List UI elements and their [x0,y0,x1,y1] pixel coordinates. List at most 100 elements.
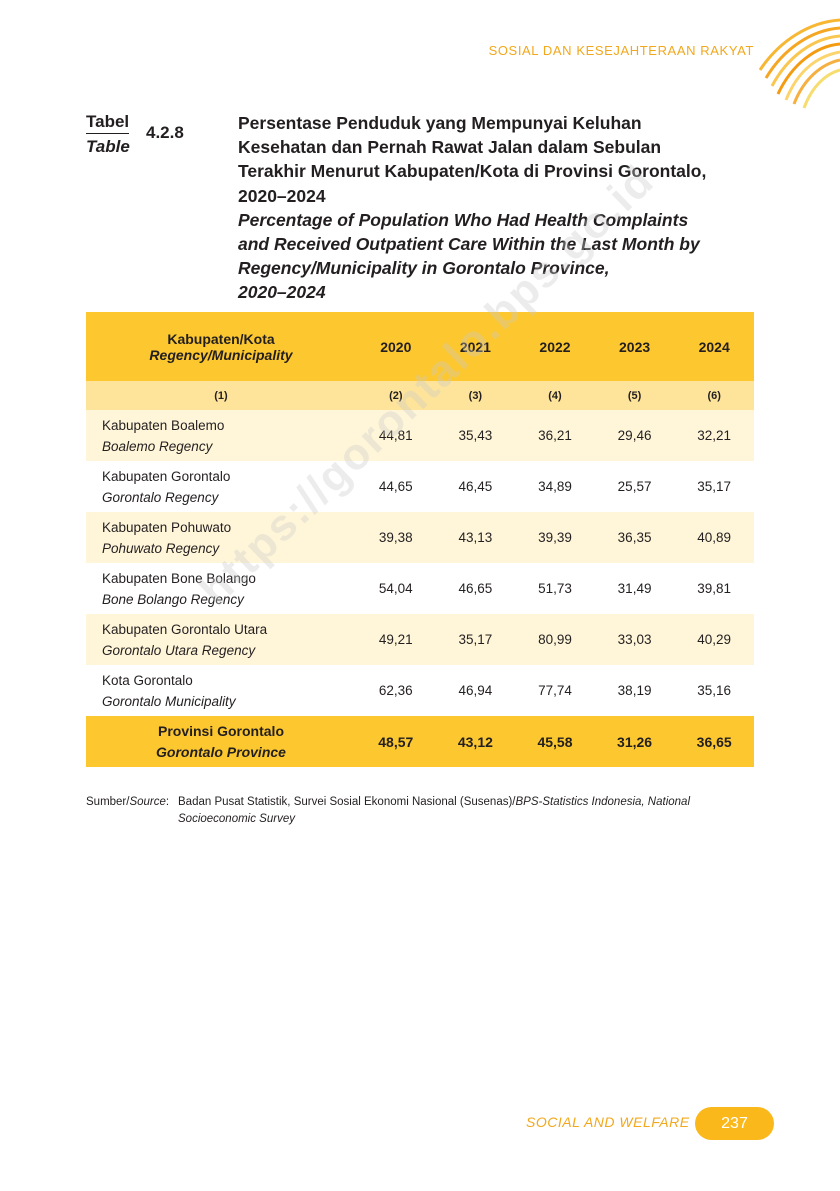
row-value: 44,81 [378,428,413,443]
data-table: Kabupaten/Kota Regency/Municipality 2020… [86,312,754,767]
header-name-cell: Kabupaten/Kota Regency/Municipality [86,312,356,381]
column-number: (1) [214,389,228,402]
row-name-en: Gorontalo Regency [102,489,219,505]
source-text-en: BPS-Statistics Indonesia, National Socio… [178,796,691,825]
row-value: 29,46 [617,428,652,443]
title-en-line: and Received Outpatient Care Within the … [238,234,700,255]
title-id-line: Persentase Penduduk yang Mempunyai Keluh… [238,113,642,133]
row-name-id: Kabupaten Gorontalo Utara [102,621,268,637]
table-row: Kabupaten Pohuwato Pohuwato Regency 39,3… [86,512,754,563]
row-value: 25,57 [617,479,652,494]
row-value: 36,35 [617,530,652,545]
table-row: Kabupaten Gorontalo Gorontalo Regency 44… [86,461,754,512]
header-year: 2024 [698,338,730,355]
table-label: Tabel Table 4.2.8 [86,111,184,157]
row-value: 32,21 [697,428,732,443]
source-text-id: Badan Pusat Statistik, Survei Sosial Eko… [178,796,516,808]
column-number-row: (1) (2) (3) (4) (5) (6) [86,381,754,410]
row-name-cell: Kabupaten Bone Bolango Bone Bolango Rege… [86,563,356,614]
title-id-line: Terakhir Menurut Kabupaten/Kota di Provi… [238,161,707,182]
page-number: 237 [695,1107,774,1140]
header-year: 2022 [539,338,571,355]
column-number: (2) [389,389,403,402]
total-name-cell: Provinsi Gorontalo Gorontalo Province [86,716,356,767]
row-value: 46,65 [458,581,493,596]
row-value: 80,99 [538,632,572,647]
row-value: 49,21 [378,632,413,647]
title-en-line: Percentage of Population Who Had Health … [238,209,689,230]
column-number: (5) [627,389,642,402]
header-year: 2023 [619,338,651,355]
row-name-cell: Kabupaten Gorontalo Utara Gorontalo Utar… [86,614,356,665]
source-text: Badan Pusat Statistik, Survei Sosial Eko… [178,794,748,828]
total-value: 31,26 [617,733,653,750]
row-value: 51,73 [538,581,572,596]
header-year: 2020 [380,338,412,355]
row-name-id: Kabupaten Pohuwato [102,519,232,535]
row-value: 46,45 [458,479,493,494]
header-section-title: SOSIAL DAN KESEJAHTERAAN RAKYAT [488,43,754,58]
title-en-line: Regency/Municipality in Gorontalo Provin… [238,258,610,279]
source-label-en: Source [129,796,166,808]
footer-section-title: SOCIAL AND WELFARE [526,1114,690,1130]
row-name-cell: Kota Gorontalo Gorontalo Municipality [86,665,356,716]
table-label-id: Tabel [86,111,130,134]
row-value: 39,81 [697,581,732,596]
header-name-id: Kabupaten/Kota [167,330,275,347]
row-name-en: Gorontalo Utara Regency [102,642,256,658]
row-value: 34,89 [538,479,572,494]
table-row: Kabupaten Boalemo Boalemo Regency 44,81 … [86,410,754,461]
row-value: 39,38 [378,530,413,545]
row-value: 46,94 [458,683,493,698]
row-value: 43,13 [458,530,493,545]
title-id-line: 2020–2024 [238,185,326,206]
total-value: 45,58 [537,733,573,750]
row-name-cell: Kabupaten Pohuwato Pohuwato Regency [86,512,356,563]
total-value: 36,65 [696,733,732,750]
row-value: 44,65 [378,479,413,494]
total-value: 43,12 [457,733,493,750]
total-name-id: Provinsi Gorontalo [157,722,284,739]
row-value: 40,89 [697,530,732,545]
table-total-row: Provinsi Gorontalo Gorontalo Province 48… [86,716,754,767]
column-number: (6) [707,389,721,402]
row-name-en: Gorontalo Municipality [102,693,236,709]
row-value: 35,17 [697,479,732,494]
row-name-id: Kota Gorontalo [102,672,193,688]
row-value: 31,49 [617,581,652,596]
column-number: (4) [548,389,562,402]
row-name-en: Boalemo Regency [102,438,213,454]
header-name-en: Regency/Municipality [149,346,293,363]
row-name-id: Kabupaten Boalemo [102,417,225,433]
row-value: 35,43 [458,428,493,443]
header-swoosh-decoration [758,18,840,109]
row-value: 54,04 [378,581,413,596]
row-value: 38,19 [617,683,652,698]
table-row: Kota Gorontalo Gorontalo Municipality 62… [86,665,754,716]
table-row: Kabupaten Gorontalo Utara Gorontalo Utar… [86,614,754,665]
total-name-en: Gorontalo Province [156,743,286,760]
row-value: 62,36 [378,683,413,698]
row-name-en: Bone Bolango Regency [102,591,244,607]
table-header-row: Kabupaten/Kota Regency/Municipality 2020… [86,312,754,381]
row-value: 35,16 [697,683,732,698]
row-name-en: Pohuwato Regency [102,540,220,556]
row-value: 40,29 [697,632,732,647]
title-en-line: 2020–2024 [238,282,326,303]
table-label-en: Table [86,137,130,156]
row-value: 36,21 [538,428,572,443]
table-row: Kabupaten Bone Bolango Bone Bolango Rege… [86,563,754,614]
header-year: 2021 [459,338,491,355]
row-value: 39,39 [538,530,572,545]
row-name-cell: Kabupaten Boalemo Boalemo Regency [86,410,356,461]
row-value: 35,17 [458,632,493,647]
row-name-cell: Kabupaten Gorontalo Gorontalo Regency [86,461,356,512]
title-id-line: Kesehatan dan Pernah Rawat Jalan dalam S… [238,137,662,158]
source-label: Sumber/Source: [86,794,169,811]
table-number: 4.2.8 [146,123,184,142]
table-title: Persentase Penduduk yang Mempunyai Keluh… [238,111,748,305]
total-value: 48,57 [378,733,414,750]
row-name-id: Kabupaten Bone Bolango [102,570,256,586]
row-name-id: Kabupaten Gorontalo [102,468,231,484]
column-number: (3) [468,389,483,402]
